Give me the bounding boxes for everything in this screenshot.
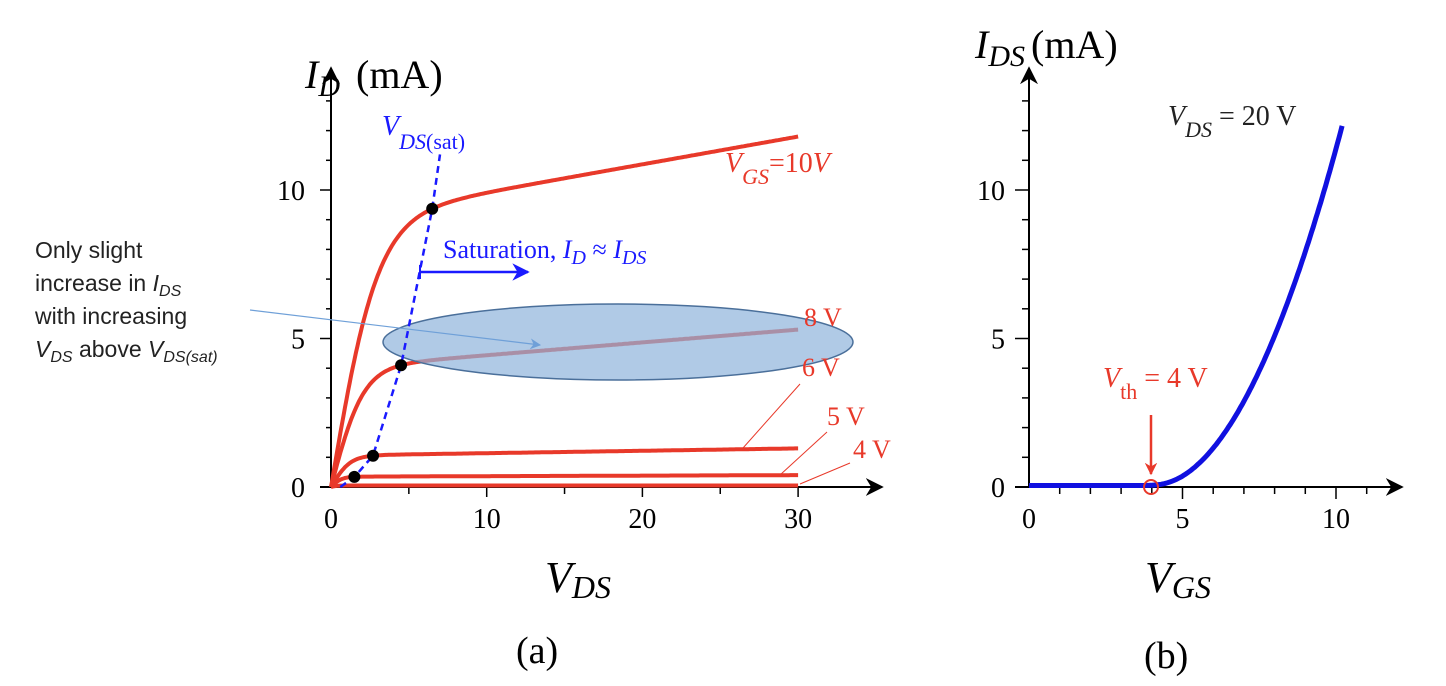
callout-arrow [249, 309, 542, 350]
highlight-ellipse [382, 303, 854, 381]
panel-a-output-characteristics: 0 10 20 30 0 5 10 ID (mA) VDS (a) Saturation, I… [34, 52, 891, 672]
callout-line-4: VDS above VDS(sat) [35, 336, 218, 366]
sat-point [348, 470, 361, 483]
leader-4v [799, 462, 851, 485]
curve-vgs-4v [330, 483, 799, 489]
vds-condition-label: VDS = 20 V [1168, 101, 1297, 142]
callout-text: Only slight increase in IDS with increas… [34, 237, 218, 366]
sat-point [395, 359, 408, 372]
y-tick-label: 0 [291, 473, 305, 504]
panel-b-label: (b) [1144, 635, 1188, 677]
x-tick-label: 10 [473, 504, 501, 535]
panel-b-x-axis-label: VGS [1145, 553, 1211, 605]
vgs-4v-label: 4 V [853, 435, 891, 464]
y-tick-label: 10 [277, 176, 305, 207]
leader-6v [742, 383, 801, 449]
y-tick-label: 0 [991, 473, 1005, 504]
vth-label: Vth = 4 V [1103, 363, 1208, 404]
saturation-annotation: Saturation, ID ≈ IDS [443, 235, 646, 269]
sat-point [367, 449, 380, 462]
x-tick-label: 0 [324, 504, 338, 535]
transfer-curve [1029, 125, 1345, 488]
vgs-8v-label: 8 V [804, 303, 842, 332]
panel-b-transfer-characteristic: 0 5 10 0 5 10 IDS (mA) VGS (b) VDS = 20 V Vth … [974, 22, 1404, 677]
panel-a-ticks: 0 10 20 30 0 5 10 [277, 100, 812, 535]
panel-a-x-axis-label: VDS [545, 553, 611, 605]
x-tick-label: 10 [1322, 504, 1350, 535]
y-tick-label: 10 [977, 176, 1005, 207]
x-tick-label: 20 [628, 504, 656, 535]
callout-line-1: Only slight [35, 237, 143, 263]
leader-5v [779, 431, 828, 476]
saturation-points [348, 202, 439, 483]
curve-vgs-5v [329, 473, 799, 489]
panel-b-ticks: 0 5 10 0 5 10 [977, 100, 1368, 535]
curve-vgs-6v [329, 446, 799, 489]
x-tick-label: 0 [1022, 504, 1036, 535]
vth-marker [1143, 479, 1159, 495]
sat-point [426, 202, 439, 215]
curve-vgs-10v [329, 134, 799, 488]
x-tick-label: 5 [1176, 504, 1190, 535]
panel-a-label: (a) [516, 630, 558, 672]
x-tick-label: 30 [784, 504, 812, 535]
panel-a-y-axis-label: ID (mA) [304, 52, 443, 103]
y-tick-label: 5 [991, 325, 1005, 356]
panel-b-y-axis-label: IDS (mA) [974, 22, 1118, 73]
callout-line-2: increase in IDS [35, 270, 182, 300]
callout-line-3: with increasing [34, 303, 187, 329]
vgs-10v-label: VGS=10V [725, 148, 833, 189]
vgs-6v-label: 6 V [802, 353, 840, 382]
vgs-5v-label: 5 V [827, 402, 865, 431]
y-tick-label: 5 [291, 325, 305, 356]
vds-sat-label: VDS(sat) [382, 111, 465, 154]
